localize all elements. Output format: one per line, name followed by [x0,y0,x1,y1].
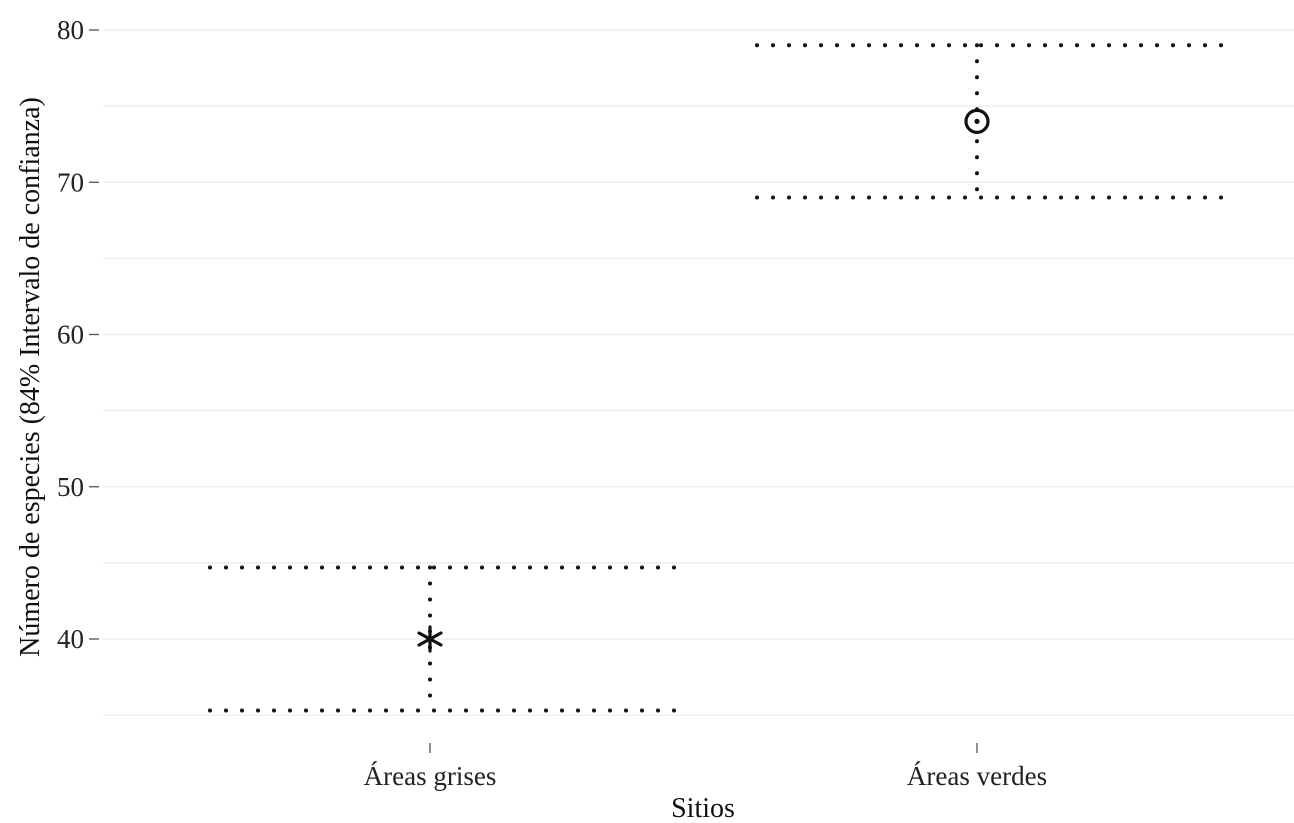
y-tick-label: 80 [57,15,84,45]
x-axis-title: Sitios [671,793,735,823]
point-center [974,118,980,124]
gridlines [103,29,1294,716]
y-tick-label: 40 [57,624,84,654]
asterisk-icon [417,625,443,653]
y-tick-label: 70 [57,167,84,197]
y-tick-label: 50 [57,472,84,502]
y-axis-title: Número de especies (84% Intervalo de con… [15,97,46,657]
x-tick-label: Áreas grises [364,761,497,791]
circle-dot-icon [964,108,990,134]
y-axis: 40 50 60 70 80 [57,15,99,654]
asterisk-stroke [417,631,443,647]
x-tick-label: Áreas verdes [907,761,1047,791]
x-axis: Áreas grises Áreas verdes [364,743,1047,791]
y-tick-label: 60 [57,320,84,350]
data-marks [208,43,1229,713]
